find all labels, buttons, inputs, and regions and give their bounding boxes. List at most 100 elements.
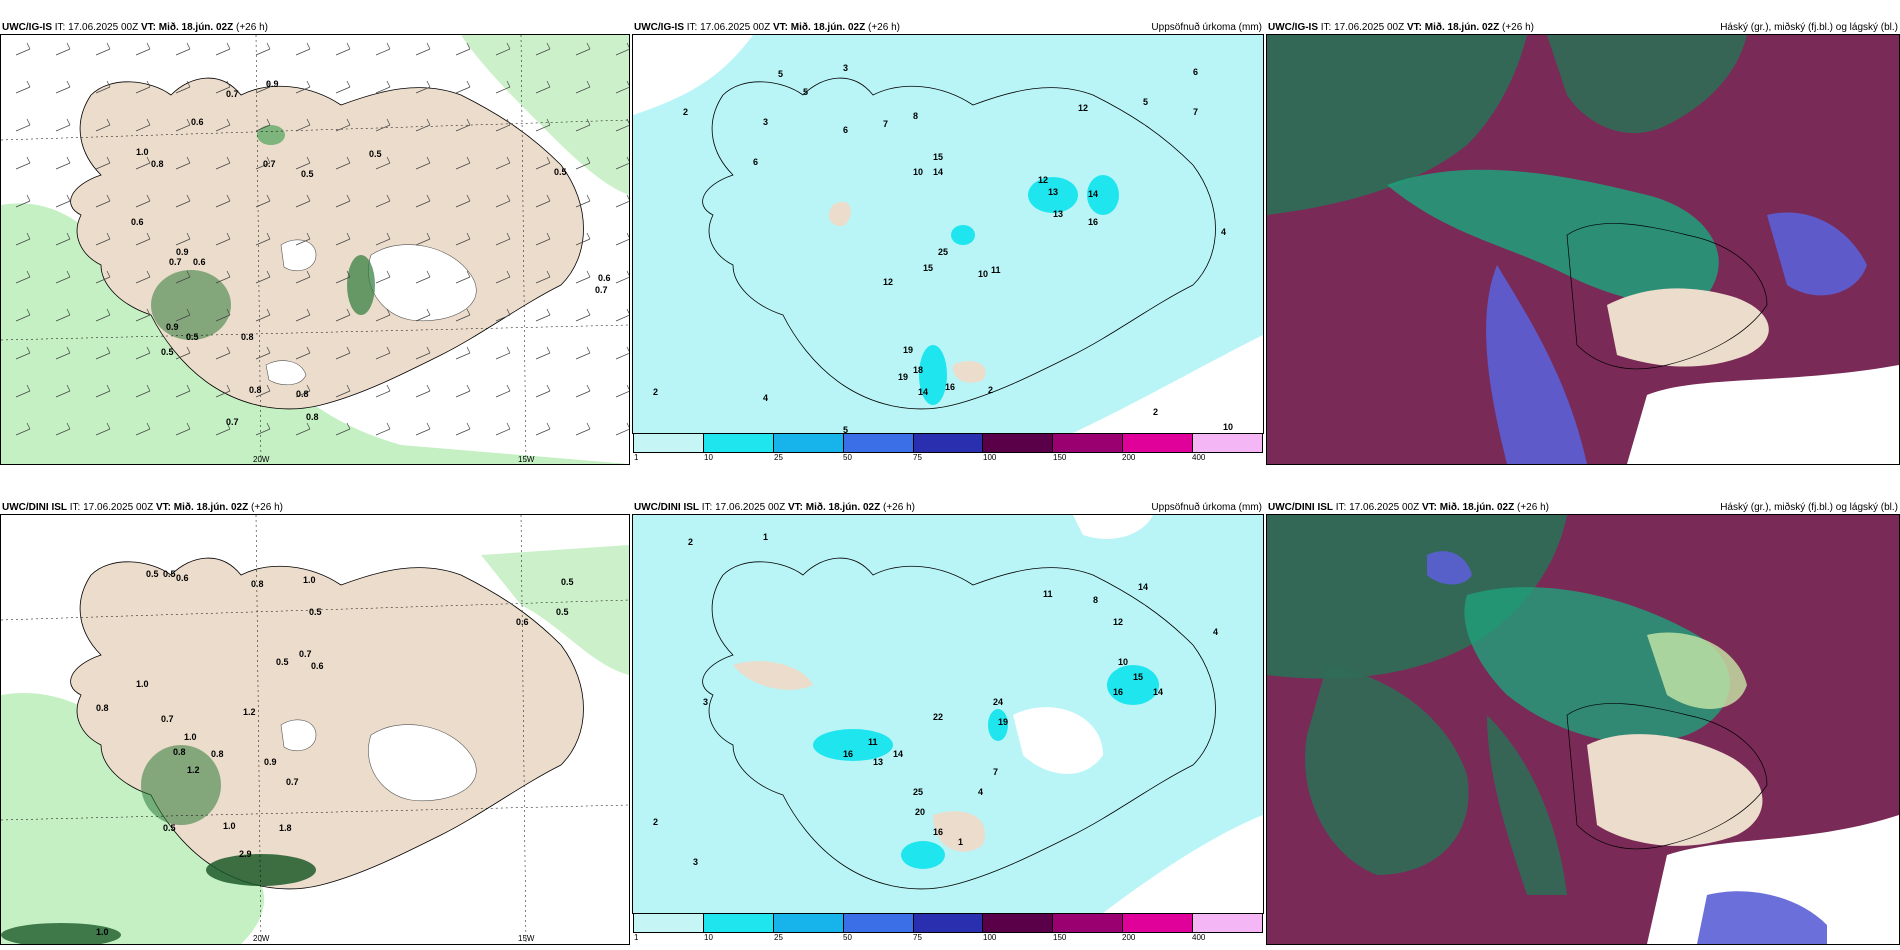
map-canvas: 2 1 3 4 8 12 14 11 10 15 16 14 24 19 22 …: [653, 515, 1263, 913]
wind-barb: [575, 156, 591, 170]
wind-barb: [415, 232, 431, 246]
wind-barb: [335, 118, 351, 132]
wind-barb: [615, 80, 629, 94]
value-label: 3: [843, 63, 848, 73]
precip-cell: [151, 270, 231, 340]
value-label: 0.5: [554, 167, 567, 177]
value-label: 0.6: [516, 617, 529, 627]
colorbar-tick-label: 400: [1192, 933, 1206, 942]
value-label: 1.8: [279, 823, 292, 833]
colorbar-tick-label: 25: [774, 453, 783, 462]
colorbar-segment: [634, 914, 704, 932]
colorbar-segment: [913, 434, 984, 452]
value-label: 0.5: [146, 569, 159, 579]
wind-barb: [175, 422, 191, 436]
value-label: 25: [913, 787, 923, 797]
wind-barb: [215, 384, 231, 398]
value-label: 0.5: [369, 149, 382, 159]
colorbar-segment: [773, 434, 844, 452]
colorbar-tick-label: 1: [634, 933, 639, 942]
panel-bottom-middle: UWC/DINI ISL IT: 17.06.2025 00Z VT: Mið.…: [632, 485, 1264, 950]
colorbar-segment: [703, 434, 774, 452]
colorbar-tick-label: 10: [704, 933, 713, 942]
value-label: 2: [653, 817, 658, 827]
wind-barb: [135, 156, 151, 170]
value-label: 5: [803, 87, 808, 97]
cloud-map-bottom: [1266, 514, 1900, 945]
wind-barb: [575, 232, 591, 246]
wind-barb: [255, 308, 271, 322]
wind-barb: [135, 232, 151, 246]
wind-barb: [575, 118, 591, 132]
wind-barb: [415, 308, 431, 322]
value-label: 13: [1053, 209, 1063, 219]
wind-barb: [255, 80, 271, 94]
wind-barb: [375, 80, 391, 94]
value-label: 14: [918, 387, 928, 397]
panel-header: UWC/DINI ISL IT: 17.06.2025 00Z VT: Mið.…: [634, 502, 915, 513]
wind-barb: [95, 80, 111, 94]
wind-barb: [175, 42, 191, 56]
colorbar-segment: [913, 914, 984, 932]
wind-barb: [295, 156, 311, 170]
value-label: 2: [653, 387, 658, 397]
wind-barb: [335, 422, 351, 436]
panel-bottom-right: UWC/DINI ISL IT: 17.06.2025 00Z VT: Mið.…: [1266, 485, 1900, 950]
wind-barb: [15, 42, 31, 56]
wind-barb: [15, 346, 31, 360]
wind-barb: [215, 194, 231, 208]
value-label: 0.7: [226, 417, 239, 427]
glacier: [280, 719, 317, 751]
wind-barb: [175, 270, 191, 284]
wind-barb: [295, 270, 311, 284]
wind-barb: [55, 118, 71, 132]
wind-barb: [135, 346, 151, 360]
precip-cell: [1, 923, 121, 944]
low-cloud: [1427, 551, 1472, 585]
lead-time: (+26 h): [1502, 22, 1534, 33]
value-label: 0.5: [163, 823, 176, 833]
colorbar-tick-label: 100: [983, 453, 997, 462]
heavy-precip-cell: [1107, 665, 1159, 705]
wind-barb: [95, 384, 111, 398]
colorbar-segment: [1053, 914, 1124, 932]
graticule-line: [255, 515, 262, 944]
it-value: 17.06.2025 00Z: [715, 502, 786, 513]
model-label: UWC/IG-IS: [2, 22, 52, 33]
wind-barb: [95, 194, 111, 208]
value-label: 0.7: [226, 89, 239, 99]
high-cloud-band: [1487, 715, 1567, 895]
value-label: 12: [1078, 103, 1088, 113]
wind-barb: [535, 384, 551, 398]
value-label: 1.2: [187, 765, 200, 775]
wind-barb: [375, 232, 391, 246]
wind-barb: [135, 308, 151, 322]
value-label: 0.7: [263, 159, 276, 169]
wind-barb: [215, 422, 231, 436]
value-label: 4: [978, 787, 983, 797]
value-label: 5: [778, 69, 783, 79]
wind-barb: [175, 346, 191, 360]
wind-barb: [455, 118, 471, 132]
colorbar-segment: [983, 434, 1054, 452]
lon-label: 20W: [253, 455, 270, 464]
value-label: 25: [938, 247, 948, 257]
value-label: 16: [1088, 217, 1098, 227]
colorbar-segment: [1123, 434, 1194, 452]
colorbar-tick-label: 150: [1053, 933, 1067, 942]
wind-barb: [135, 118, 151, 132]
wind-barb: [55, 422, 71, 436]
wind-barb: [295, 308, 311, 322]
panel-header: UWC/IG-IS IT: 17.06.2025 00Z VT: Mið. 18…: [1268, 22, 1534, 33]
wind-barb: [215, 80, 231, 94]
value-label: 1: [763, 532, 768, 542]
dry-area: [1103, 815, 1263, 913]
value-label: 0.6: [191, 117, 204, 127]
value-label: 12: [883, 277, 893, 287]
wind-barb: [495, 422, 511, 436]
wind-barb: [335, 42, 351, 56]
wind-barb: [455, 156, 471, 170]
glacier: [280, 239, 317, 271]
wind-barb: [375, 346, 391, 360]
wind-barb: [255, 270, 271, 284]
